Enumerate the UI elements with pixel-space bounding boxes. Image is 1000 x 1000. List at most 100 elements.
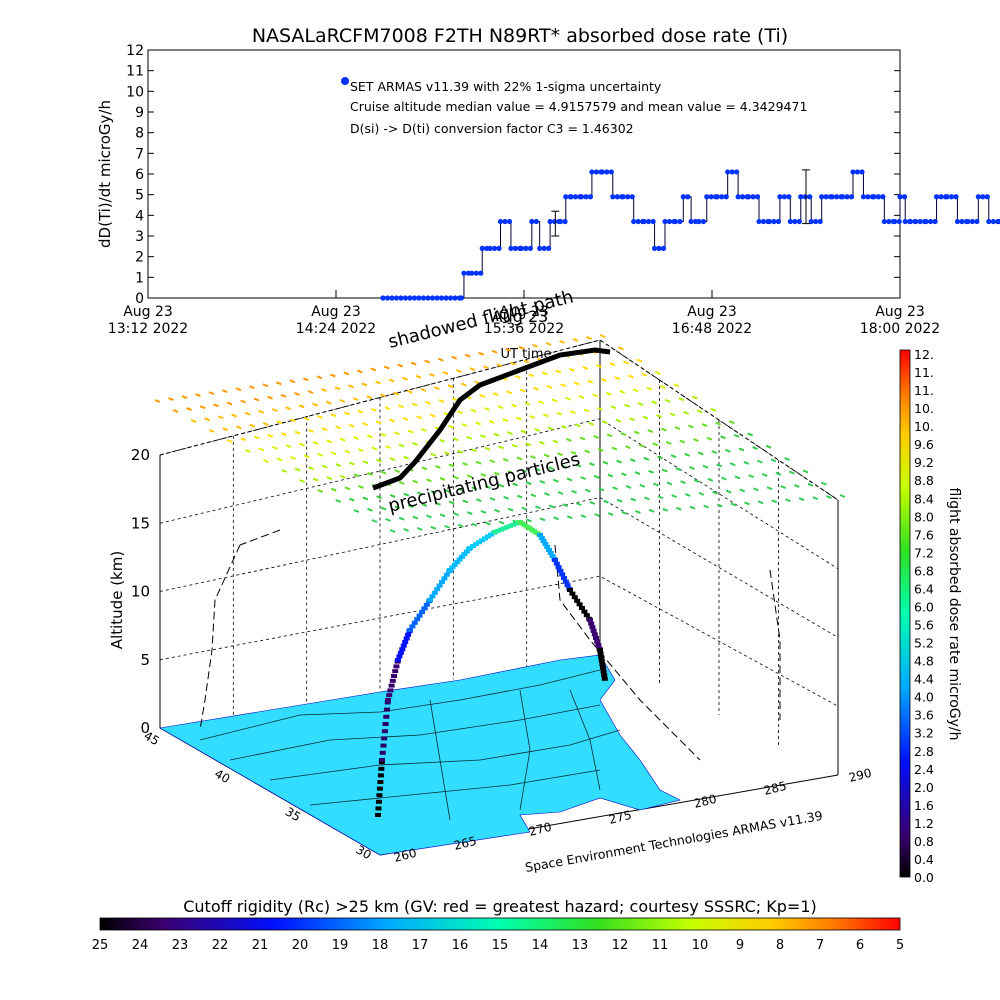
flight-path-point — [594, 639, 601, 644]
flight-path-point — [461, 552, 468, 557]
precip-dash — [294, 391, 300, 396]
dose-rate-colorbar-tick-label: 12. — [914, 347, 934, 362]
series-point — [593, 169, 599, 175]
precip-dash — [452, 437, 459, 442]
precip-dash — [457, 449, 464, 454]
precip-dash — [562, 503, 569, 508]
precip-dash — [744, 501, 750, 506]
series-point — [854, 169, 861, 175]
precip-dash — [439, 438, 446, 443]
precip-dash — [489, 459, 496, 464]
precip-dash — [353, 509, 360, 513]
precip-dash — [464, 353, 471, 358]
precip-dash — [502, 418, 509, 423]
precip-dash — [601, 420, 608, 425]
precip-dash — [539, 480, 546, 484]
flight-path-point — [561, 576, 567, 580]
series-point — [416, 295, 422, 301]
series-point — [402, 295, 409, 301]
precip-dash — [629, 458, 636, 463]
dose-rate-colorbar-tick-label: 3.6 — [914, 708, 934, 723]
precip-dash — [696, 409, 703, 414]
precip-dash — [451, 355, 458, 360]
series-point — [552, 218, 558, 225]
series-point — [823, 194, 829, 200]
series-point — [629, 194, 635, 200]
cutoff-rigidity-colorbar-tick-label: 12 — [612, 938, 629, 953]
precip-dash — [168, 397, 174, 401]
precip-dash — [518, 345, 525, 350]
precip-dash — [525, 518, 532, 523]
series-point — [944, 194, 950, 200]
series-point — [897, 194, 903, 200]
precip-dash — [389, 418, 396, 423]
precip-dash — [661, 468, 668, 473]
flight-path-point — [400, 643, 407, 648]
cutoff-rigidity-colorbar-tick-label: 18 — [372, 938, 389, 953]
precip-dash — [406, 389, 413, 394]
precip-dash — [748, 474, 754, 479]
precip-dash — [614, 376, 621, 381]
series-point — [996, 218, 1000, 225]
precip-dash — [548, 466, 555, 471]
series-point — [760, 218, 767, 225]
precip-dash — [573, 381, 580, 386]
precip-dash — [711, 450, 718, 455]
precip-dash — [503, 495, 509, 500]
precip-dash — [798, 497, 805, 502]
precip-dash — [330, 451, 337, 456]
precip-dash — [582, 366, 589, 370]
series-point — [660, 245, 667, 251]
dose-rate-colorbar-tick-label: 7.2 — [914, 545, 934, 560]
precip-dash — [575, 502, 582, 506]
shadow-path — [199, 529, 781, 761]
precip-dash — [325, 400, 332, 405]
flight-path-point — [379, 750, 386, 755]
precip-dash — [516, 494, 523, 499]
series-point — [614, 194, 620, 200]
precip-dash — [462, 499, 469, 504]
precip-dash — [371, 519, 378, 523]
precip-dash — [253, 397, 260, 402]
precip-dash — [655, 370, 661, 375]
precip-dash — [541, 371, 548, 376]
y-tick-label: 12 — [126, 43, 144, 59]
precip-dash — [439, 513, 446, 518]
precip-dash — [429, 413, 436, 418]
y-tick-label: 9 — [135, 105, 144, 121]
precip-dash — [307, 390, 314, 394]
precip-dash — [698, 491, 705, 496]
precip-dash — [693, 438, 699, 443]
precip-dash — [597, 406, 603, 411]
series-point — [829, 194, 835, 200]
precip-dash — [600, 378, 607, 382]
precip-dash — [821, 481, 827, 486]
cutoff-rigidity-colorbar-tick-label: 11 — [652, 938, 669, 953]
precip-dash — [488, 419, 495, 424]
precip-dash — [362, 422, 368, 427]
flight-path-point — [587, 618, 593, 622]
flight-path-point — [593, 636, 599, 640]
flight-path-point — [379, 758, 385, 762]
series-point — [771, 218, 777, 225]
series-point — [719, 194, 725, 200]
x-tick-time: 14:24 2022 — [296, 321, 376, 337]
flight-path-point — [414, 617, 421, 622]
x-tick-date: Aug 23 — [499, 304, 549, 320]
precip-dash — [317, 489, 324, 493]
series-point — [734, 169, 740, 175]
precip-dash — [469, 367, 476, 372]
flight-path-point — [387, 688, 394, 693]
precip-dash — [519, 388, 526, 393]
precip-dash — [587, 379, 594, 384]
series-point — [725, 169, 731, 175]
precip-dash — [594, 513, 600, 518]
series-point — [834, 194, 840, 200]
precip-dash — [599, 334, 606, 338]
precip-dash — [559, 339, 565, 344]
series-point — [901, 194, 908, 200]
precip-dash — [245, 449, 251, 453]
precip-dash — [632, 388, 639, 393]
precip-dash — [317, 452, 324, 457]
flight-path-point — [562, 579, 569, 584]
